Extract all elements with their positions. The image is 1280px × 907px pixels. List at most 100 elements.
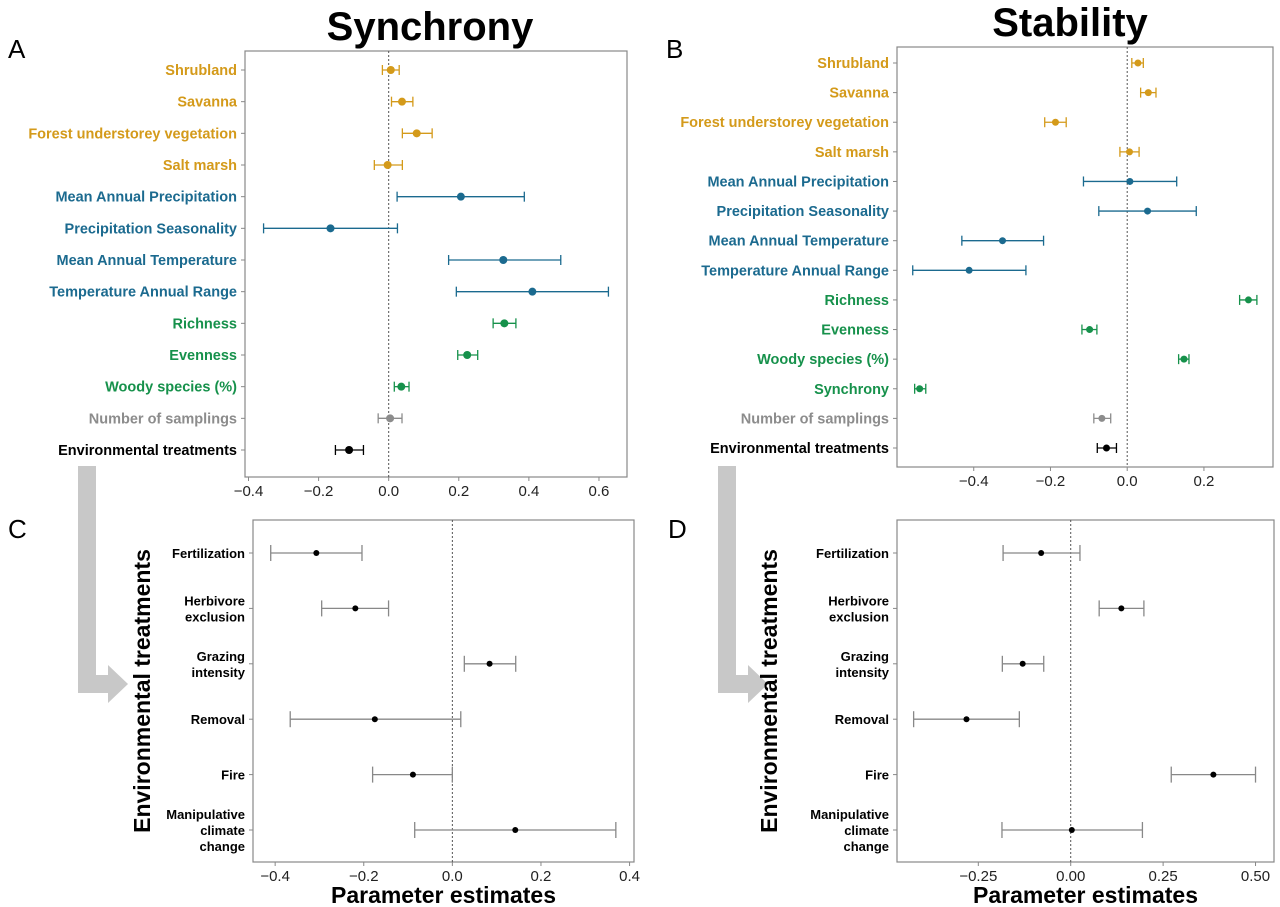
estimate-point [1180,355,1188,363]
x-tick-label: 0.4 [518,483,539,500]
row-label: Evenness [821,323,889,339]
estimate-point [1210,771,1217,778]
panel-c: −0.4 −0.2 0.0 0.2 0.4 Parameter estimates Envi… [129,519,640,907]
row-evenness: Evenness [169,348,479,364]
row-label: Removal [191,712,245,727]
estimate-point [386,414,395,423]
row-forest-understorey-vegetation: Forest understorey vegetation [28,126,433,142]
row-label-line: Mean Annual Temperature [709,234,889,250]
arrow-b-to-d [718,466,768,703]
row-fire: Fire [865,766,1257,783]
estimate-point [456,192,465,201]
x-tick-label: −0.2 [349,868,379,885]
row-number-of-samplings: Number of samplings [741,411,1112,427]
row-environmental-treatments: Environmental treatments [58,443,365,459]
row-richness: Richness [173,316,517,332]
row-environmental-treatments: Environmental treatments [710,441,1118,457]
row-label: Salt marsh [815,145,889,161]
row-temperature-annual-range: Temperature Annual Range [701,263,1027,279]
row-label-line: Environmental treatments [58,443,237,459]
estimate-point [1051,118,1059,126]
row-fertilization: Fertilization [816,545,1081,561]
row-label-line: Grazing [841,649,889,664]
row-label: Environmental treatments [58,443,237,459]
estimate-point [1086,326,1094,334]
row-label-line: Evenness [169,348,237,364]
row-label-line: Mean Annual Precipitation [55,190,237,206]
estimate-point [352,605,359,612]
x-axis-label: Parameter estimates [331,882,556,907]
row-label-line: Evenness [821,323,889,339]
row-label: Richness [825,293,889,309]
row-manipulative-climate-change: Manipulative climate change [810,807,1144,854]
row-salt-marsh: Salt marsh [815,145,1140,161]
panel-b: Stability −0.4 −0.2 0.0 0.2 Shrubland Savanna F… [680,1,1274,490]
row-label-line: Richness [173,316,237,332]
row-label-line: Removal [191,712,245,727]
row-label: Mean Annual Precipitation [55,190,237,206]
row-label-line: change [843,839,889,854]
estimate-point [412,129,421,138]
row-label-line: Precipitation Seasonality [65,221,237,237]
chart-title: Stability [992,1,1148,45]
x-tick-label: 0.2 [531,868,552,885]
row-precipitation-seasonality: Precipitation Seasonality [65,221,399,237]
estimate-point [528,287,537,296]
row-label: Savanna [177,95,238,111]
estimate-point [386,66,395,74]
row-label-line: Woody species (%) [105,380,237,396]
row-label: Herbivore exclusion [828,593,889,624]
row-manipulative-climate-change: Manipulative climate change [166,807,617,854]
row-label-line: Grazing [197,649,245,664]
row-label: Removal [835,712,889,727]
x-tick-label: 0.0 [378,483,399,500]
row-label: Fertilization [172,546,245,561]
panel-letter-b: B [666,34,683,64]
x-tick-label: 0.0 [1117,473,1138,490]
panel-letter-d: D [668,514,687,544]
x-tick-label: −0.4 [234,483,264,500]
estimate-point [999,237,1007,245]
row-label-line: climate [200,823,245,838]
row-temperature-annual-range: Temperature Annual Range [49,285,610,301]
row-label-line: Mean Annual Precipitation [707,174,889,190]
row-grazing-intensity: Grazing intensity [192,649,517,680]
row-mean-annual-temperature: Mean Annual Temperature [57,253,562,269]
plot-frame [252,519,635,863]
row-richness: Richness [825,293,1258,309]
estimate-point [512,827,519,833]
row-label-line: Richness [825,293,889,309]
estimate-point [345,446,354,454]
row-herbivore-exclusion: Herbivore exclusion [828,593,1145,624]
estimate-point [1134,59,1142,67]
row-label: Mean Annual Temperature [57,253,237,269]
row-number-of-samplings: Number of samplings [89,411,403,427]
row-label: Environmental treatments [710,441,889,457]
row-label: Number of samplings [89,411,237,427]
row-label: Manipulative climate change [166,807,245,854]
row-label: Manipulative climate change [810,807,889,854]
row-label-line: Savanna [177,95,238,111]
row-label-line: Synchrony [814,382,889,398]
x-tick-label: 0.25 [1149,868,1178,885]
row-label: Number of samplings [741,411,889,427]
estimate-point [1068,827,1075,833]
row-label-line: Mean Annual Temperature [57,253,237,269]
row-label: Grazing intensity [836,649,890,680]
row-mean-annual-precipitation: Mean Annual Precipitation [55,190,525,206]
chart-title: Synchrony [327,5,534,49]
row-label-line: Forest understorey vegetation [28,126,237,142]
row-label: Evenness [169,348,237,364]
row-label-line: Number of samplings [89,411,237,427]
row-label: Forest understorey vegetation [680,115,889,131]
row-label: Precipitation Seasonality [65,221,237,237]
y-axis-label: Environmental treatments [129,549,155,833]
row-label-line: intensity [836,665,890,680]
estimate-point [383,161,392,169]
row-fire: Fire [221,766,454,783]
row-label: Forest understorey vegetation [28,126,237,142]
row-label: Temperature Annual Range [701,263,889,279]
estimate-point [1244,296,1252,304]
row-label-line: Woody species (%) [757,352,889,368]
